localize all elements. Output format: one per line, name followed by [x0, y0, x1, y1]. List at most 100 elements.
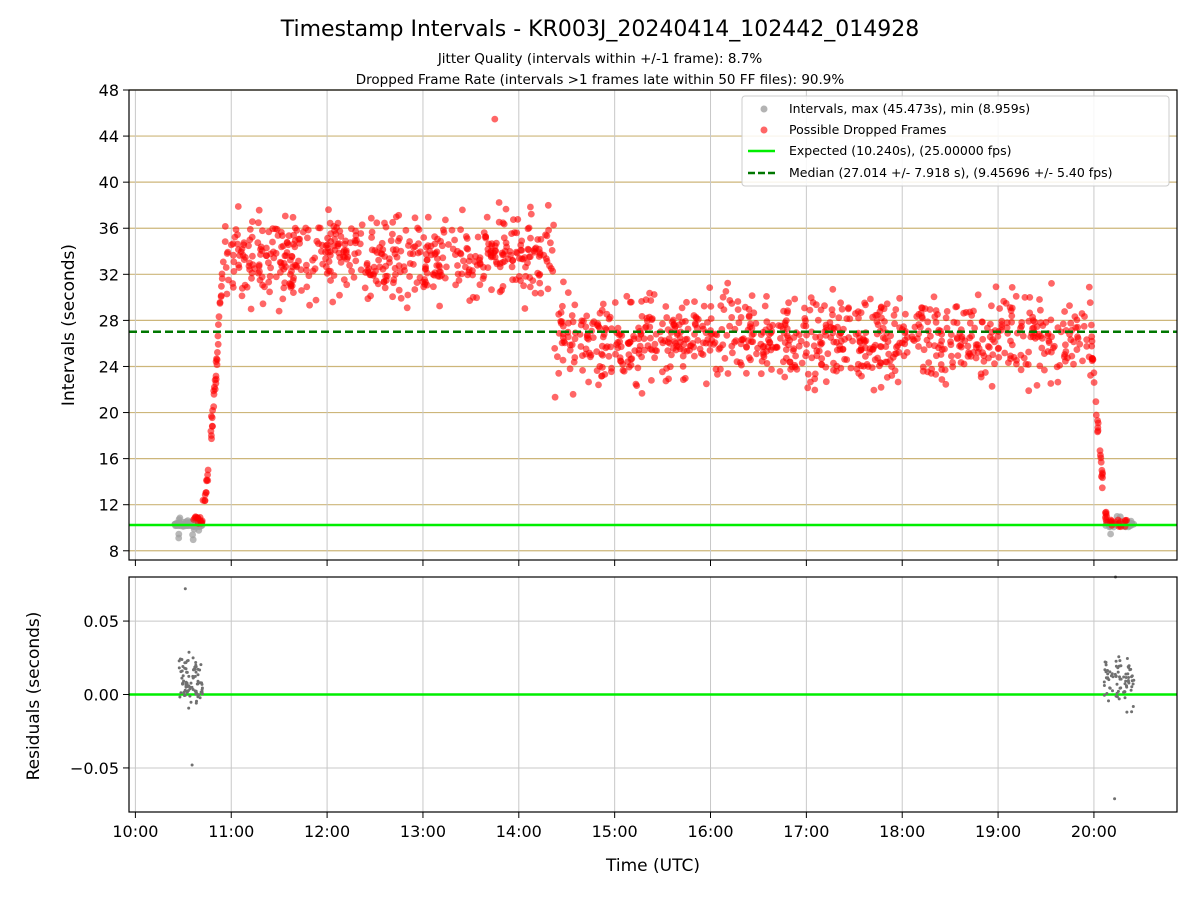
dropped-frame-point	[791, 295, 799, 303]
residual-point	[1113, 672, 1117, 676]
dropped-frame-point	[517, 277, 524, 284]
dropped-frame-point	[1092, 398, 1100, 406]
dropped-frame-point	[619, 367, 627, 374]
dropped-frame-point	[204, 471, 212, 479]
dropped-frame-point	[330, 242, 338, 250]
residual-point	[1117, 655, 1121, 659]
bottom-y-axis-label: Residuals (seconds)	[24, 612, 44, 781]
dropped-frame-point	[599, 300, 607, 308]
top-panel-y-ticks: 8 12 16 20 24 28 32 36 40 44 48	[99, 81, 129, 561]
dropped-frame-point	[1102, 514, 1109, 521]
dropped-frame-point	[208, 414, 216, 422]
dropped-frame-point	[406, 238, 413, 245]
dropped-frame-point	[816, 333, 824, 341]
dropped-frame-point	[700, 302, 708, 310]
dropped-frame-point	[598, 372, 606, 380]
dropped-frame-point	[290, 274, 297, 282]
dropped-frame-point	[938, 376, 946, 383]
dropped-frame-point	[867, 295, 874, 303]
residual-point	[189, 681, 193, 685]
dropped-frame-point	[530, 247, 538, 255]
dropped-frame-point	[267, 250, 274, 258]
dropped-frame-point	[298, 287, 305, 294]
dropped-frame-point	[499, 251, 507, 259]
interval-point	[1107, 530, 1114, 538]
dropped-frame-point	[898, 339, 906, 347]
dropped-frame-point	[365, 269, 372, 276]
residual-point	[181, 665, 185, 668]
dropped-frame-point	[534, 236, 542, 243]
dropped-frame-point	[626, 298, 634, 306]
dropped-frame-point	[389, 293, 396, 301]
dropped-frame-point	[991, 360, 998, 368]
dropped-frame-point	[869, 313, 876, 321]
dropped-frame-point	[786, 337, 794, 344]
dropped-frame-point	[420, 234, 428, 241]
dropped-frame-point	[988, 302, 995, 310]
dropped-frame-point	[783, 325, 791, 333]
dropped-frame-point	[923, 336, 931, 344]
dropped-frame-point	[791, 363, 799, 371]
dropped-frame-point	[1041, 350, 1048, 357]
residual-point	[1118, 677, 1122, 681]
bottom-panel-points	[177, 575, 1136, 801]
dropped-frame-point	[479, 275, 487, 282]
dropped-frame-point	[888, 363, 895, 370]
dropped-frame-point	[811, 370, 819, 378]
dropped-frame-point	[833, 346, 841, 354]
y-tick-label: 28	[99, 311, 119, 330]
dropped-frame-point	[653, 347, 660, 355]
dropped-frame-point	[256, 268, 263, 275]
dropped-frame-point	[974, 291, 982, 299]
dropped-frame-point	[267, 264, 274, 272]
dropped-frame-point	[734, 306, 742, 313]
dropped-frame-point	[924, 368, 931, 376]
dropped-frame-point	[632, 380, 640, 388]
dropped-frame-point	[214, 332, 222, 340]
dropped-frame-point	[291, 243, 299, 251]
dropped-frame-point	[664, 347, 672, 354]
residual-point	[194, 661, 198, 664]
dropped-frame-point	[877, 359, 885, 367]
dropped-frame-point	[749, 338, 757, 346]
dropped-frame-point	[517, 241, 525, 249]
dropped-frame-point	[614, 339, 621, 346]
dropped-frame-point	[290, 289, 297, 296]
dropped-frame-point	[506, 248, 514, 255]
residual-point	[1115, 682, 1119, 686]
dropped-frame-point	[753, 350, 760, 358]
dropped-frame-point	[679, 363, 687, 370]
residual-point	[187, 706, 191, 710]
dropped-frame-point	[679, 352, 687, 360]
residual-point	[1132, 678, 1136, 682]
dropped-frame-point	[948, 352, 955, 360]
dropped-frame-point	[608, 368, 615, 376]
dropped-frame-point	[1099, 474, 1106, 482]
dropped-frame-point	[729, 349, 736, 357]
dropped-frame-point	[719, 341, 727, 349]
dropped-frame-point	[583, 312, 591, 320]
dropped-frame-point	[409, 250, 417, 258]
dropped-frame-point	[312, 296, 320, 304]
dropped-frame-point	[340, 248, 347, 256]
dropped-frame-point	[1088, 321, 1095, 329]
dropped-frame-point	[1062, 348, 1070, 355]
dropped-frame-point	[1001, 349, 1009, 357]
dropped-frame-point	[474, 233, 482, 241]
dropped-frame-point	[463, 244, 471, 252]
dropped-frame-point	[215, 313, 223, 321]
x-tick-label: 17:00	[783, 822, 829, 841]
dropped-frame-point	[291, 224, 299, 232]
dropped-frame-point	[618, 332, 626, 339]
dropped-frame-point	[1056, 362, 1064, 369]
x-axis-label: Time (UTC)	[605, 856, 700, 876]
dropped-frame-point	[932, 318, 940, 326]
top-y-axis-label: Intervals (seconds)	[59, 244, 79, 406]
dropped-frame-point	[646, 289, 653, 297]
dropped-frame-point	[640, 335, 648, 342]
dropped-frame-point	[829, 285, 837, 293]
dropped-frame-point	[437, 237, 444, 245]
dropped-frame-point	[690, 312, 698, 319]
dropped-frame-point	[992, 283, 1000, 291]
dropped-frame-point	[659, 320, 666, 328]
